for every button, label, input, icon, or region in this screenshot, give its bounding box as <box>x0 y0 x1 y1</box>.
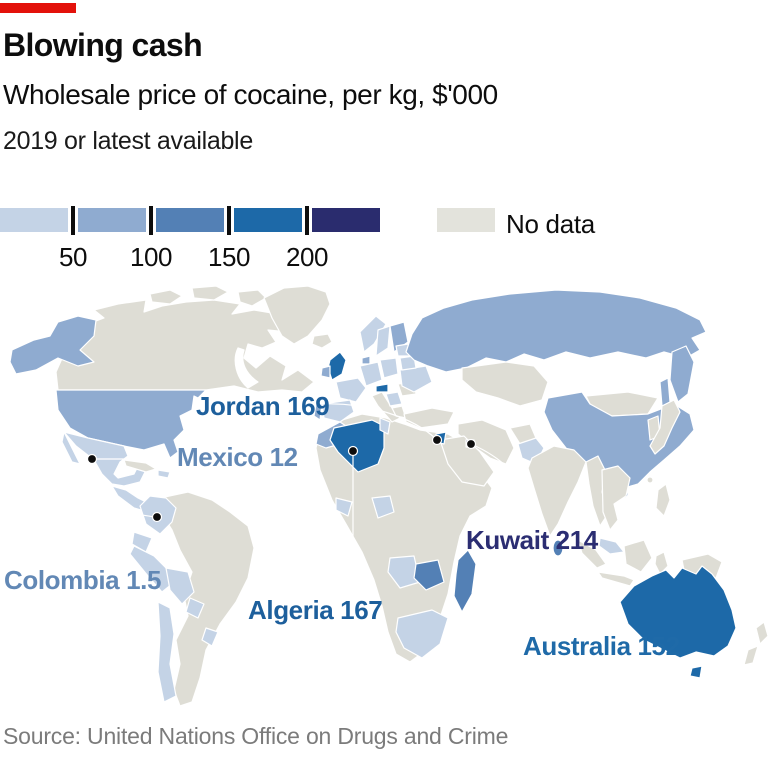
kuwait-label: Kuwait 214 <box>466 525 598 555</box>
arctic-island-2 <box>191 285 229 301</box>
legend-tick-100 <box>149 206 153 235</box>
jordan-dot <box>431 434 443 446</box>
country-madagascar <box>453 549 477 613</box>
country-iceland <box>311 333 333 349</box>
country-turkey <box>403 407 455 429</box>
country-sweden <box>375 325 391 357</box>
country-france <box>335 377 367 403</box>
colombia-leader-line <box>71 514 155 561</box>
region-sulawesi <box>654 551 669 575</box>
region-kamchatka <box>669 345 695 403</box>
country-paraguay <box>185 597 205 619</box>
legend-label-100: 100 <box>130 242 172 272</box>
jordan-leader-line <box>321 403 437 440</box>
colombia-dot <box>151 511 163 523</box>
legend-swatch-5 <box>312 208 380 232</box>
source-line: Source: United Nations Office on Drugs a… <box>3 723 509 749</box>
legend-swatch-2 <box>78 208 146 232</box>
country-nigeria <box>371 495 395 519</box>
country-germany <box>359 361 383 387</box>
algeria-dot <box>347 445 359 457</box>
region-balkans <box>385 391 403 407</box>
country-uk <box>327 351 347 381</box>
country-chile <box>157 601 177 703</box>
region-south-america <box>159 491 255 707</box>
country-ghana <box>335 497 353 517</box>
country-poland <box>379 357 399 379</box>
country-new-zealand-north <box>755 621 769 645</box>
legend-tick-200 <box>305 206 309 235</box>
region-africa <box>315 413 493 663</box>
region-taiwan <box>646 476 654 484</box>
legend-tick-50 <box>71 206 75 235</box>
legend-tick-150 <box>227 206 231 235</box>
country-austria <box>375 383 389 393</box>
country-saudi-arabia <box>439 435 495 487</box>
legend-swatch-3 <box>156 208 224 232</box>
country-tunisia <box>379 417 391 435</box>
chart-dateline: 2019 or latest available <box>3 127 253 155</box>
country-denmark <box>361 355 371 365</box>
country-belarus <box>399 355 417 371</box>
country-angola <box>387 555 421 589</box>
country-sri-lanka <box>552 539 564 557</box>
country-portugal <box>313 403 323 421</box>
australia-label: Australia 152 <box>523 631 680 661</box>
jordan-label: Jordan 169 <box>196 391 330 421</box>
country-australia <box>619 565 737 659</box>
region-tasmania <box>689 665 703 679</box>
algeria-label: Algeria 167 <box>248 595 383 625</box>
legend-swatch-4 <box>234 208 302 232</box>
country-south-africa <box>395 609 449 659</box>
red-accent-tab <box>0 3 76 13</box>
mexico-label: Mexico 12 <box>177 442 298 472</box>
hudson-bay <box>234 347 259 389</box>
country-bolivia <box>165 567 195 605</box>
colombia-label: Colombia 1.5 <box>4 565 162 595</box>
country-spain <box>321 399 355 423</box>
country-malaysia <box>598 537 625 555</box>
page-title: Blowing cash <box>3 27 203 63</box>
region-indochina <box>601 465 631 531</box>
country-ireland <box>320 365 331 379</box>
arctic-island-1 <box>149 289 183 305</box>
region-alaska <box>9 315 97 375</box>
country-cuba <box>123 459 157 473</box>
country-ukraine <box>399 365 433 393</box>
region-borneo <box>623 539 653 573</box>
kuwait-dot <box>465 438 477 450</box>
country-greenland <box>263 285 331 345</box>
region-caribbean <box>157 469 171 479</box>
country-japan <box>649 399 681 455</box>
region-baja <box>61 431 81 465</box>
arctic-island-3 <box>237 289 267 307</box>
region-java <box>597 571 635 587</box>
region-sumatra <box>577 539 607 569</box>
country-uruguay <box>201 627 219 647</box>
country-peru <box>129 545 173 593</box>
country-zambia <box>413 559 445 591</box>
country-philippines <box>655 483 671 517</box>
kuwait-leader-line <box>470 443 532 519</box>
legend-label-150: 150 <box>208 242 250 272</box>
legend-label-50: 50 <box>59 242 87 272</box>
region-sakhalin <box>659 377 671 407</box>
country-algeria <box>329 419 385 473</box>
country-kazakhstan <box>461 361 549 407</box>
country-new-zealand-south <box>743 645 759 666</box>
chart-subtitle: Wholesale price of cocaine, per kg, $'00… <box>3 79 498 110</box>
country-usa <box>55 389 207 459</box>
legend-label-200: 200 <box>286 242 328 272</box>
legend-no-data-swatch <box>437 208 495 232</box>
legend-swatch-1 <box>0 208 68 232</box>
mexico-dot <box>86 453 98 465</box>
legend-no-data-label: No data <box>506 209 595 239</box>
country-india <box>527 445 587 537</box>
country-russia <box>405 289 707 373</box>
